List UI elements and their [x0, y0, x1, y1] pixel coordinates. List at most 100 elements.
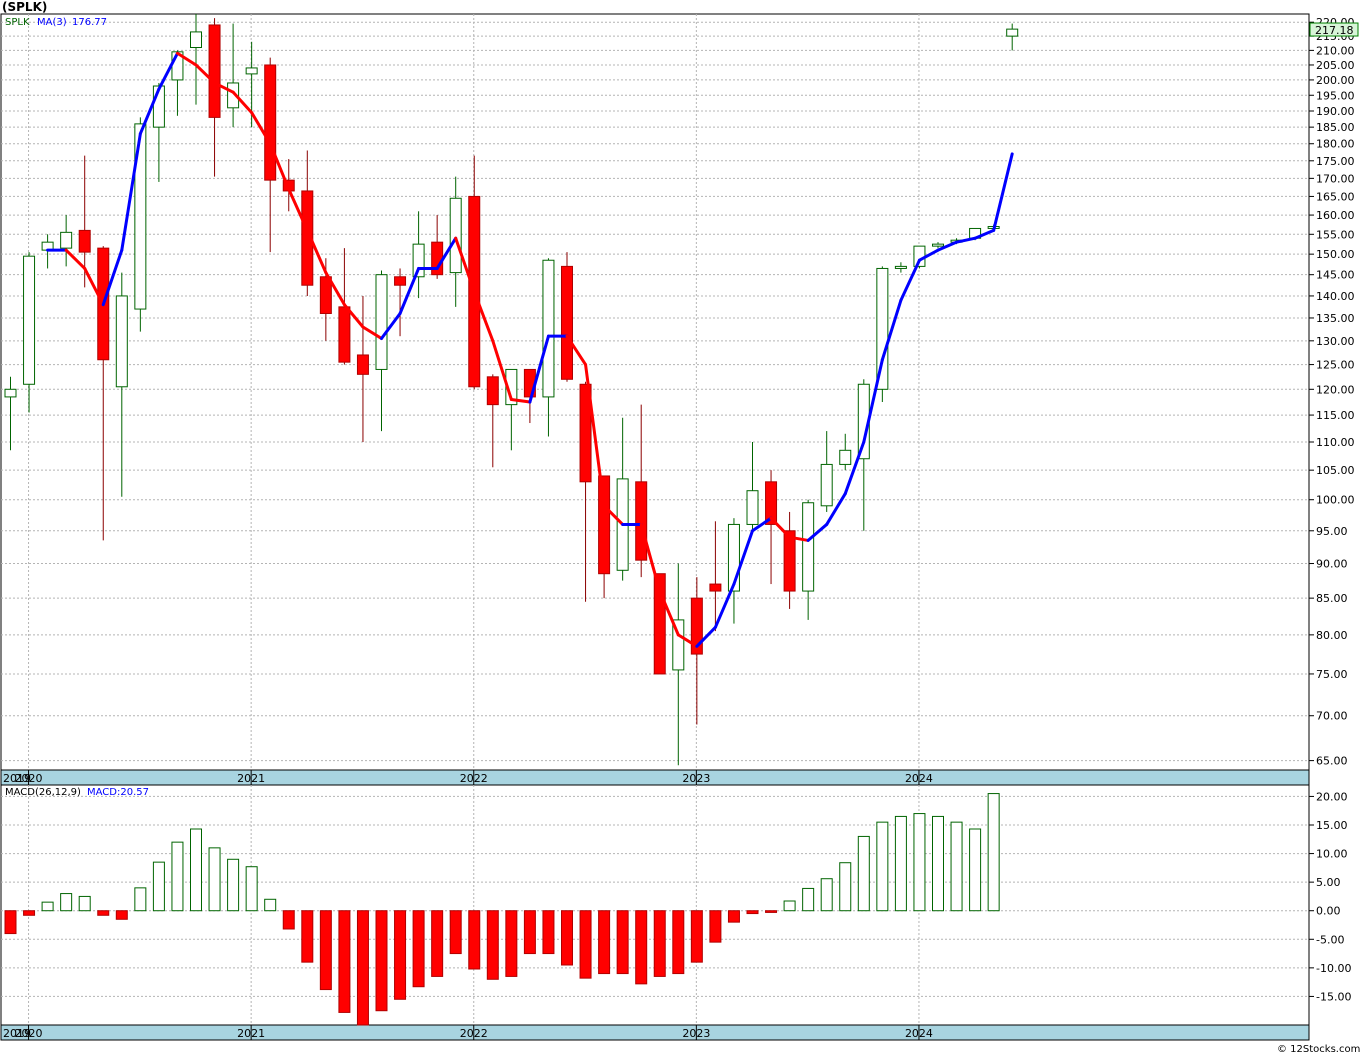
macd-bar: [152, 861, 165, 912]
candle-body: [579, 383, 592, 483]
candle-body: [449, 197, 462, 274]
candle-body: [635, 481, 648, 561]
candle-body: [932, 243, 944, 247]
price-tick-label: 75.00: [1316, 668, 1348, 681]
candle-body: [598, 475, 611, 575]
macd-tick-label: -15.00: [1316, 990, 1351, 1003]
price-tick-label: 70.00: [1316, 710, 1348, 723]
ma-segment: [713, 582, 736, 629]
ma-segment: [83, 266, 105, 307]
ma-segment: [268, 142, 291, 191]
macd-bar: [913, 813, 926, 912]
macd-bar: [375, 910, 388, 1012]
macd-bar: [301, 910, 314, 963]
ma-segment: [342, 303, 365, 329]
price-tick-label: 80.00: [1316, 629, 1348, 642]
macd-bar: [876, 821, 889, 912]
ma-segment: [194, 63, 217, 85]
ma-segment: [843, 440, 866, 496]
price-year-label: 2023: [682, 772, 710, 785]
macd-bar: [97, 910, 110, 916]
price-tick-label: 105.00: [1316, 464, 1355, 477]
ma-segment: [324, 271, 346, 307]
macd-bar: [746, 910, 759, 915]
ma-segment: [602, 504, 625, 526]
candle-body: [134, 123, 147, 310]
macd-bar: [839, 862, 852, 912]
candle-body: [894, 265, 907, 269]
macd-year-label: 2022: [460, 1027, 488, 1040]
macd-bar: [802, 887, 815, 912]
ma-segment: [676, 633, 699, 648]
candle-body: [190, 31, 202, 48]
price-tick-label: 190.00: [1316, 105, 1355, 118]
price-tick-label: 85.00: [1316, 592, 1348, 605]
macd-tick-label: -10.00: [1316, 962, 1351, 975]
candle-body: [561, 265, 573, 380]
price-tick-label: 200.00: [1316, 74, 1355, 87]
macd-bar: [115, 910, 128, 920]
candle-body: [375, 274, 388, 370]
macd-bar: [969, 828, 982, 912]
ma-segment: [862, 358, 884, 444]
price-tick-label: 95.00: [1316, 525, 1348, 538]
candle-body: [23, 255, 36, 385]
macd-bar: [78, 895, 91, 912]
price-tick-label: 205.00: [1316, 59, 1355, 72]
candle-body: [319, 276, 332, 314]
ma-value: 176.77: [72, 17, 107, 28]
candle-body: [78, 229, 91, 253]
macd-value-label: MACD:20.57: [87, 787, 149, 798]
macd-bar: [820, 878, 833, 912]
candle-body: [709, 583, 722, 592]
candle-body: [227, 82, 240, 109]
price-tick-label: 185.00: [1316, 121, 1355, 134]
macd-bar: [709, 910, 722, 943]
macd-bar: [394, 910, 407, 1000]
macd-bar: [727, 910, 740, 923]
candle-body: [727, 523, 740, 592]
ma-segment: [509, 397, 532, 404]
candle-body: [765, 481, 778, 525]
macd-bar: [431, 910, 444, 977]
macd-bar: [208, 847, 221, 912]
macd-bar: [987, 793, 1000, 912]
ma-segment: [101, 248, 124, 307]
ma-segment: [639, 522, 662, 593]
macd-bar: [4, 910, 17, 935]
macd-bar: [523, 910, 536, 955]
ma-label: MA(3): [37, 17, 67, 28]
ma-segment: [120, 132, 142, 252]
candle-body: [208, 24, 221, 118]
macd-year-label: 2021: [237, 1027, 265, 1040]
macd-year-label: 2020: [15, 1027, 43, 1040]
macd-bar: [765, 910, 778, 913]
candle-body: [802, 502, 815, 592]
macd-bar: [449, 910, 462, 955]
macd-bar: [190, 828, 202, 912]
last-price-label: 217.18: [1315, 24, 1354, 37]
candle-body: [542, 259, 555, 398]
macd-bar: [356, 910, 369, 1026]
macd-bar: [653, 910, 666, 977]
price-tick-label: 100.00: [1316, 494, 1355, 507]
price-year-label: 2024: [905, 772, 933, 785]
macd-year-label: 2023: [682, 1027, 710, 1040]
candle-body: [690, 597, 703, 655]
macd-bar: [23, 910, 36, 916]
ma-segment: [491, 339, 513, 401]
candle-body: [338, 306, 351, 363]
price-tick-label: 65.00: [1316, 755, 1348, 768]
ma-segment: [380, 311, 402, 340]
candle-body: [876, 267, 889, 390]
candle-body: [356, 354, 369, 375]
macd-bar: [319, 910, 332, 991]
price-tick-label: 115.00: [1316, 409, 1355, 422]
macd-bar: [41, 901, 54, 912]
ma-segment: [880, 298, 903, 362]
ma-segment: [64, 248, 87, 270]
candle-body: [783, 530, 796, 592]
ma-segment: [287, 187, 309, 232]
macd-bar: [245, 866, 258, 912]
price-tick-label: 140.00: [1316, 290, 1355, 303]
